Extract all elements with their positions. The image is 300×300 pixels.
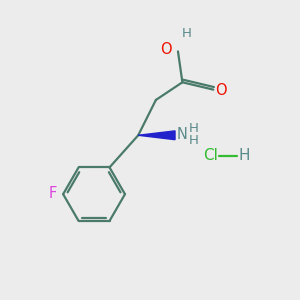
Text: O: O [160, 42, 172, 57]
Text: N: N [176, 127, 188, 142]
Text: H: H [189, 122, 199, 135]
Text: O: O [215, 83, 227, 98]
Text: Cl: Cl [203, 148, 218, 164]
Polygon shape [138, 131, 175, 140]
Text: H: H [189, 134, 199, 147]
Text: H: H [239, 148, 250, 164]
Text: F: F [48, 186, 57, 201]
Text: H: H [182, 28, 192, 40]
